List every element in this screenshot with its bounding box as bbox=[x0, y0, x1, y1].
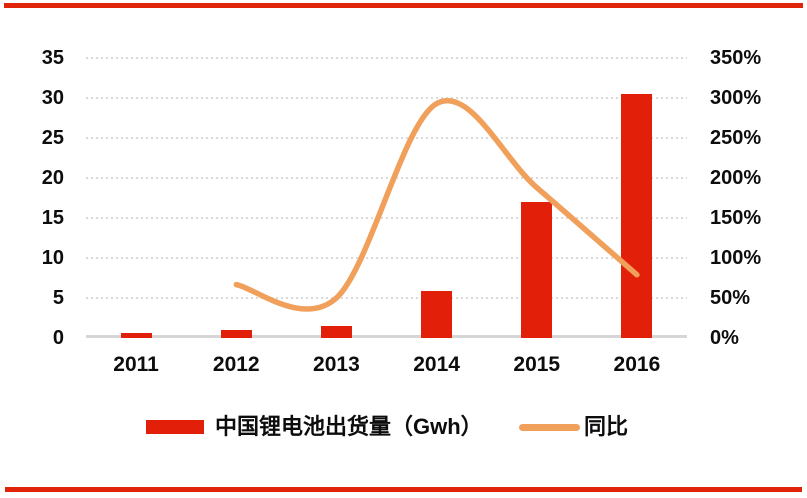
y-axis-tick-label: 25 bbox=[41, 127, 64, 149]
gridline bbox=[86, 57, 687, 59]
bottom-rule-line bbox=[5, 487, 802, 492]
y-axis-tick-label: 0 bbox=[52, 327, 64, 349]
gridline bbox=[86, 257, 687, 259]
y-axis-tick-label: 15 bbox=[41, 207, 64, 229]
x-axis-label: 2015 bbox=[513, 353, 561, 376]
y-axis-tick-label: 10 bbox=[41, 247, 64, 269]
y2-axis-tick-label: 0% bbox=[710, 327, 739, 349]
y-axis-tick-label: 35 bbox=[41, 47, 64, 69]
bar-2012 bbox=[220, 330, 252, 338]
legend-bar-label: 中国锂电池出货量（Gwh） bbox=[215, 414, 483, 439]
bar-2016 bbox=[621, 94, 653, 338]
x-axis-label: 2013 bbox=[313, 353, 360, 376]
y2-axis-tick-label: 300% bbox=[710, 87, 762, 109]
y2-axis-tick-label: 50% bbox=[710, 287, 751, 309]
y2-axis-tick-label: 250% bbox=[710, 127, 762, 149]
y-axis-tick-label: 5 bbox=[52, 287, 64, 309]
bar-2015 bbox=[521, 202, 553, 338]
y-axis-tick-label: 30 bbox=[41, 87, 64, 109]
legend-bar-swatch bbox=[146, 420, 204, 434]
x-axis-label: 2014 bbox=[413, 353, 460, 376]
bar-2011 bbox=[120, 333, 152, 338]
gridline bbox=[86, 137, 687, 139]
y2-axis-tick-label: 150% bbox=[710, 207, 762, 229]
y2-axis-tick-label: 100% bbox=[710, 247, 762, 269]
x-axis-line bbox=[86, 335, 687, 338]
gridline bbox=[86, 97, 687, 99]
gridline bbox=[86, 177, 687, 179]
gridline bbox=[86, 297, 687, 299]
gridline bbox=[86, 217, 687, 219]
legend-line-label: 同比 bbox=[584, 414, 629, 439]
top-rule-line bbox=[4, 3, 803, 8]
yoy-line bbox=[233, 98, 640, 312]
x-axis-label: 2012 bbox=[212, 353, 260, 376]
y2-axis-tick-label: 200% bbox=[710, 167, 762, 189]
y-axis-tick-label: 20 bbox=[41, 167, 64, 189]
bar-2014 bbox=[421, 290, 453, 338]
legend-line-swatch bbox=[519, 424, 580, 431]
y2-axis-tick-label: 350% bbox=[710, 47, 762, 69]
x-axis-label: 2016 bbox=[613, 353, 661, 376]
x-axis-label: 2011 bbox=[113, 353, 159, 376]
bar-2013 bbox=[320, 326, 352, 338]
